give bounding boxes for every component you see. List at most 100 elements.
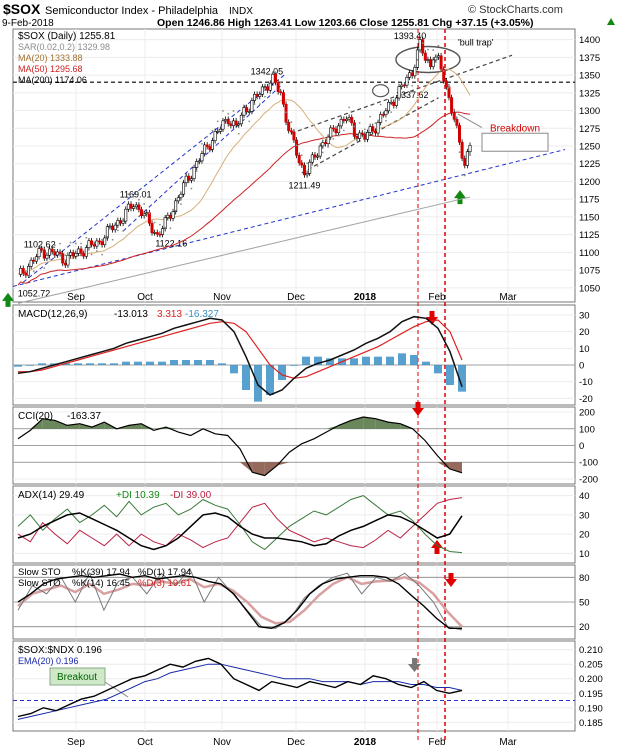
sar-dot — [180, 203, 182, 206]
sar-dot — [38, 257, 40, 260]
candle — [310, 154, 314, 163]
x-tick-label: Sep — [67, 737, 85, 748]
price-panel — [12, 28, 576, 303]
candle — [295, 139, 299, 156]
ohlc-summary: Open 1246.86 High 1263.41 Low 1203.66 Cl… — [157, 17, 533, 29]
sar-dot — [306, 162, 308, 165]
x-tick-label: Mar — [499, 737, 517, 748]
candle — [108, 225, 112, 228]
price-annotation: 1169.01 — [120, 189, 152, 199]
candle — [53, 251, 57, 256]
y-tick-label: -200 — [579, 474, 598, 485]
y-tick-label: 80 — [579, 573, 590, 584]
macd-histogram-bar — [242, 365, 250, 390]
candle — [90, 240, 94, 245]
macd-histogram-bar — [314, 356, 322, 365]
candle — [129, 203, 133, 209]
candle — [376, 122, 380, 134]
candle — [287, 121, 291, 131]
macd-histogram-bar — [14, 365, 22, 367]
sar-dot — [22, 282, 25, 285]
price-annotation: 1102.62 — [24, 239, 56, 249]
cci-oversold-fill — [252, 462, 265, 476]
sar-dot — [274, 71, 277, 74]
sar-dot — [358, 122, 361, 124]
macd-signal-line — [18, 319, 463, 379]
x-tick-label: Mar — [499, 292, 517, 303]
series-group — [14, 36, 472, 720]
small-ellipse — [372, 84, 390, 98]
price-annotation: 1052.72 — [18, 288, 51, 298]
sar-dot — [264, 95, 266, 98]
slow-sto-d3: %D(3) 19.61 — [138, 578, 191, 589]
y-tick-label: 0.185 — [579, 718, 603, 729]
sar-dot — [342, 129, 345, 132]
candle — [32, 259, 36, 262]
candle — [153, 232, 157, 234]
y-tick-label: 200 — [579, 408, 595, 419]
candle — [337, 125, 341, 134]
sar-dot — [316, 165, 319, 167]
candle — [229, 123, 233, 126]
y-tick-label: 0.210 — [579, 645, 603, 656]
candle — [218, 128, 222, 132]
slow-sto-title-2: Slow STO — [18, 578, 61, 589]
macd-histogram-bar — [374, 356, 382, 365]
candle — [213, 131, 217, 141]
adx-legend-title: ADX(14) 29.49 — [18, 490, 85, 501]
macd-histogram-bar — [446, 365, 454, 385]
candle — [410, 72, 414, 77]
x-tick-label: Oct — [137, 292, 153, 303]
slow-sto-k14: %K(14) 16.45 — [72, 578, 130, 589]
candle — [326, 136, 330, 144]
candle — [405, 77, 409, 86]
y-tick-label: 40 — [579, 491, 590, 502]
candle — [111, 225, 115, 231]
cci-oversold-fill — [449, 462, 462, 473]
sar-dot — [95, 249, 98, 252]
macd-histogram-bar — [350, 358, 358, 365]
candle — [308, 161, 312, 174]
sar-dot — [216, 120, 219, 123]
candle — [389, 101, 393, 104]
candle — [140, 209, 144, 217]
candle — [95, 240, 99, 247]
candle — [187, 175, 191, 181]
y-tick-label: 0.190 — [579, 703, 603, 714]
candle — [66, 254, 70, 266]
slow-sto-k39: %K(39) 17.94 — [72, 567, 130, 578]
candle — [352, 122, 356, 137]
candle — [37, 248, 41, 258]
candle — [184, 175, 188, 184]
price-annotation: 1211.49 — [289, 181, 321, 191]
candle — [253, 93, 257, 101]
ema20-line — [17, 663, 463, 720]
candle — [350, 117, 354, 124]
ma200-line — [17, 196, 471, 304]
candle — [69, 252, 73, 256]
sar-dot — [64, 254, 67, 257]
sar-dot — [48, 257, 51, 260]
y-tick-label: 1175 — [579, 195, 599, 206]
price-annotation: 'bull trap' — [458, 37, 494, 47]
candle — [176, 197, 180, 202]
sar-dot — [143, 202, 146, 205]
candle — [379, 114, 383, 123]
candle — [384, 110, 388, 116]
macd-histogram-bar — [146, 361, 154, 365]
plus-di-value: +DI 10.39 — [116, 490, 160, 501]
candle — [297, 155, 301, 164]
y-tick-label: 30 — [579, 510, 590, 521]
sar-dot — [295, 144, 298, 147]
sar-dot — [337, 134, 340, 137]
sar-dot — [169, 227, 172, 230]
candle — [19, 268, 23, 275]
candle — [134, 204, 138, 208]
candle — [63, 262, 67, 266]
candle — [415, 49, 419, 68]
sar-dot — [385, 119, 387, 122]
sar-dot — [206, 135, 209, 138]
macd-histogram-bar — [434, 365, 442, 374]
macd-histogram-bar — [386, 356, 394, 365]
sar-dot — [90, 253, 93, 256]
